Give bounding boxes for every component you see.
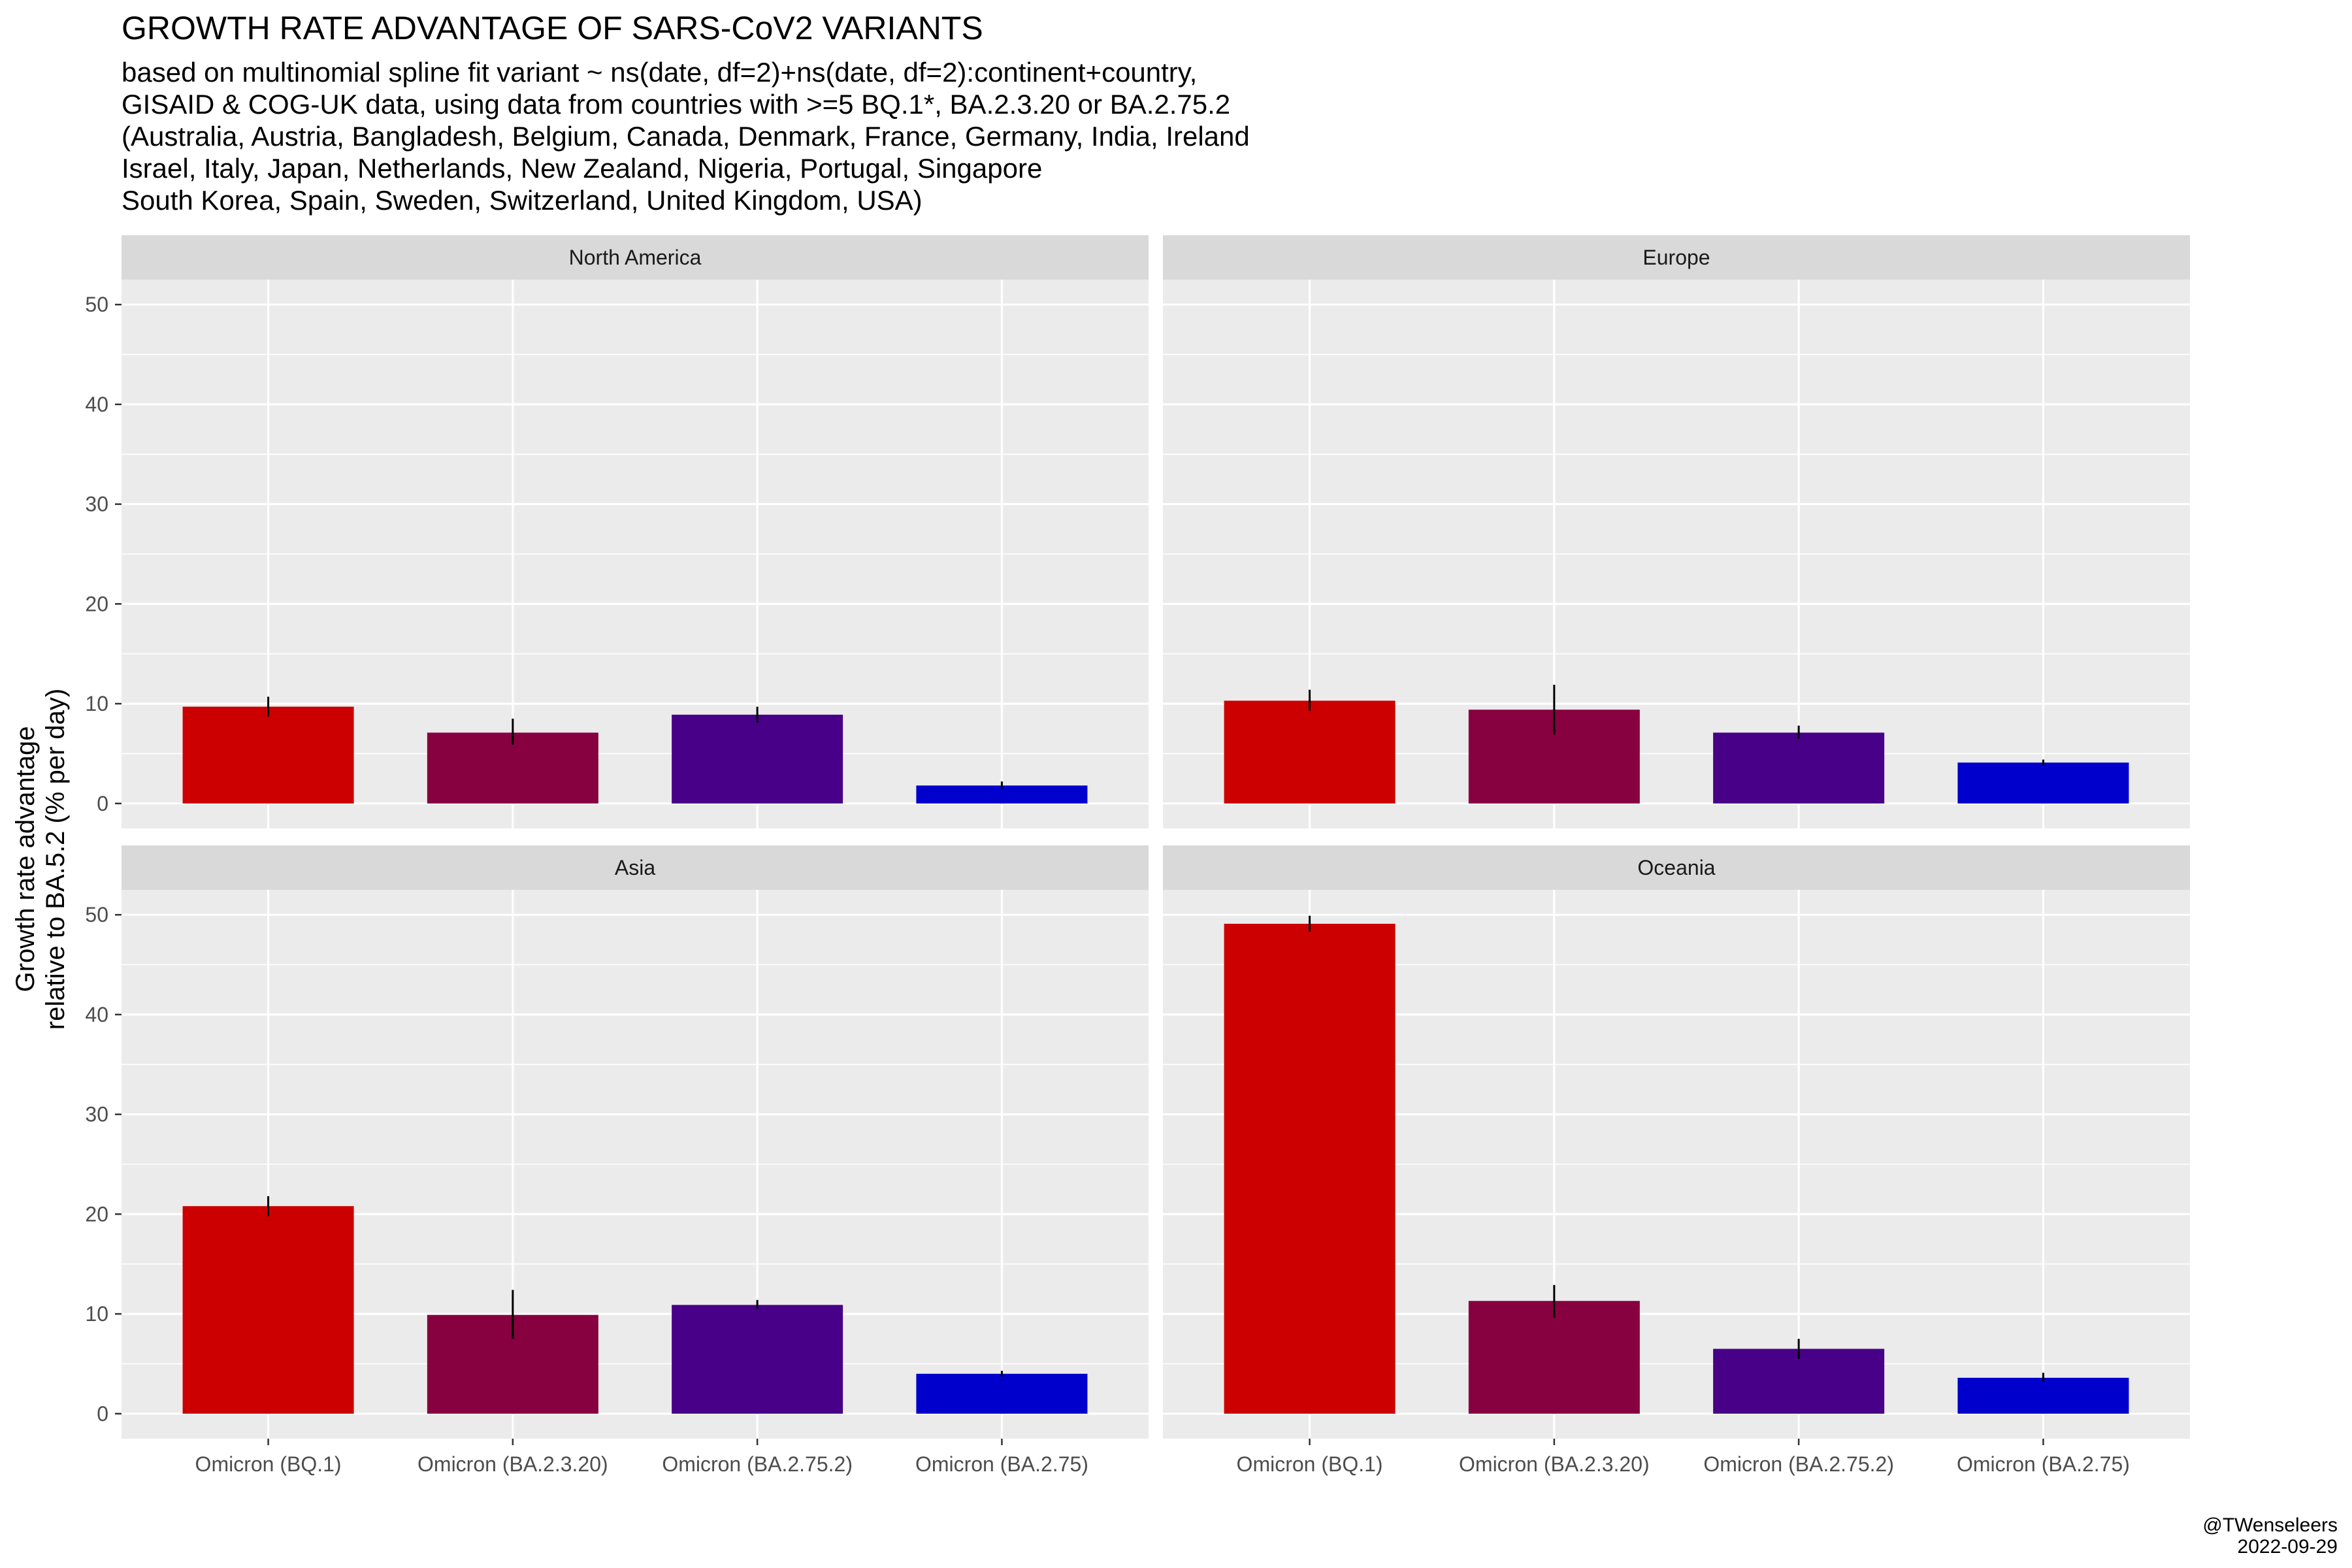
facet-strip-label: Europe: [1642, 246, 1710, 269]
y-tick-label: 20: [85, 1202, 108, 1226]
bar: [1957, 762, 2129, 804]
subtitle-line: (Australia, Austria, Bangladesh, Belgium…: [122, 121, 1250, 152]
bar: [182, 706, 354, 804]
x-tick-label: Omicron (BQ.1): [1237, 1452, 1383, 1476]
y-tick-label: 0: [97, 1402, 108, 1426]
facet-panel: North America 0 10 20 30 40 50: [85, 235, 1149, 828]
chart-title: GROWTH RATE ADVANTAGE OF SARS-CoV2 VARIA…: [122, 10, 983, 46]
subtitle-line: Israel, Italy, Japan, Netherlands, New Z…: [122, 153, 1043, 184]
facet-strip: [122, 845, 1149, 890]
x-tick-label: Omicron (BA.2.75.2): [1703, 1452, 1894, 1476]
facet-strip: [122, 235, 1149, 280]
x-tick-label: Omicron (BA.2.3.20): [1459, 1452, 1650, 1476]
credit: @TWenseleers 2022-09-29: [2202, 1514, 2338, 1558]
x-tick-label: Omicron (BA.2.75): [915, 1452, 1088, 1476]
facet-panel: Europe: [1163, 235, 2190, 828]
facet-strip: [1163, 235, 2190, 280]
x-tick-label: Omicron (BA.2.3.20): [417, 1452, 608, 1476]
y-tick-label: 50: [85, 293, 108, 316]
y-tick-label: 50: [85, 903, 108, 926]
chart-subtitle: based on multinomial spline fit variant …: [122, 56, 1250, 216]
y-tick-label: 10: [85, 692, 108, 715]
y-axis-title-line: Growth rate advantage: [11, 727, 40, 992]
y-tick-label: 10: [85, 1302, 108, 1326]
bar: [182, 1206, 354, 1414]
facet-panel: Oceania Omicron (BQ.1) Omicron (BA.2.3.20)…: [1163, 845, 2190, 1476]
subtitle-line: GISAID & COG-UK data, using data from co…: [122, 89, 1231, 120]
facet-strip: [1163, 845, 2190, 890]
bar: [672, 1305, 843, 1414]
facet-strip-label: Asia: [615, 856, 655, 879]
x-tick-label: Omicron (BA.2.75.2): [662, 1452, 853, 1476]
bar: [1468, 1301, 1640, 1414]
facet-strip-label: North America: [569, 246, 702, 269]
y-tick-label: 0: [97, 792, 108, 815]
bar: [672, 714, 843, 804]
subtitle-line: based on multinomial spline fit variant …: [122, 57, 1198, 88]
bar: [1713, 1348, 1885, 1414]
bar: [1224, 700, 1396, 804]
y-tick-label: 40: [85, 1003, 108, 1026]
x-tick-label: Omicron (BA.2.75): [1957, 1452, 2130, 1476]
credit-date: 2022-09-29: [2237, 1536, 2338, 1558]
y-axis-title: Growth rate advantagerelative to BA.5.2 …: [11, 689, 70, 1030]
credit-handle: @TWenseleers: [2202, 1514, 2338, 1536]
y-tick-label: 20: [85, 592, 108, 615]
bar: [1957, 1377, 2129, 1414]
bar: [916, 1373, 1088, 1414]
bar: [1713, 732, 1885, 804]
y-tick-label: 40: [85, 393, 108, 416]
y-tick-label: 30: [85, 493, 108, 516]
x-tick-label: Omicron (BQ.1): [195, 1452, 342, 1476]
facet-strip-label: Oceania: [1637, 856, 1715, 879]
bar: [1224, 923, 1396, 1414]
y-tick-label: 30: [85, 1103, 108, 1126]
facet-panel: Asia 0 10 20 30 40 50 Omicron (BQ.1) Omicron (BA…: [85, 845, 1149, 1476]
y-axis-title-line: relative to BA.5.2 (% per day): [41, 689, 70, 1030]
subtitle-line: South Korea, Spain, Sweden, Switzerland,…: [122, 185, 923, 216]
